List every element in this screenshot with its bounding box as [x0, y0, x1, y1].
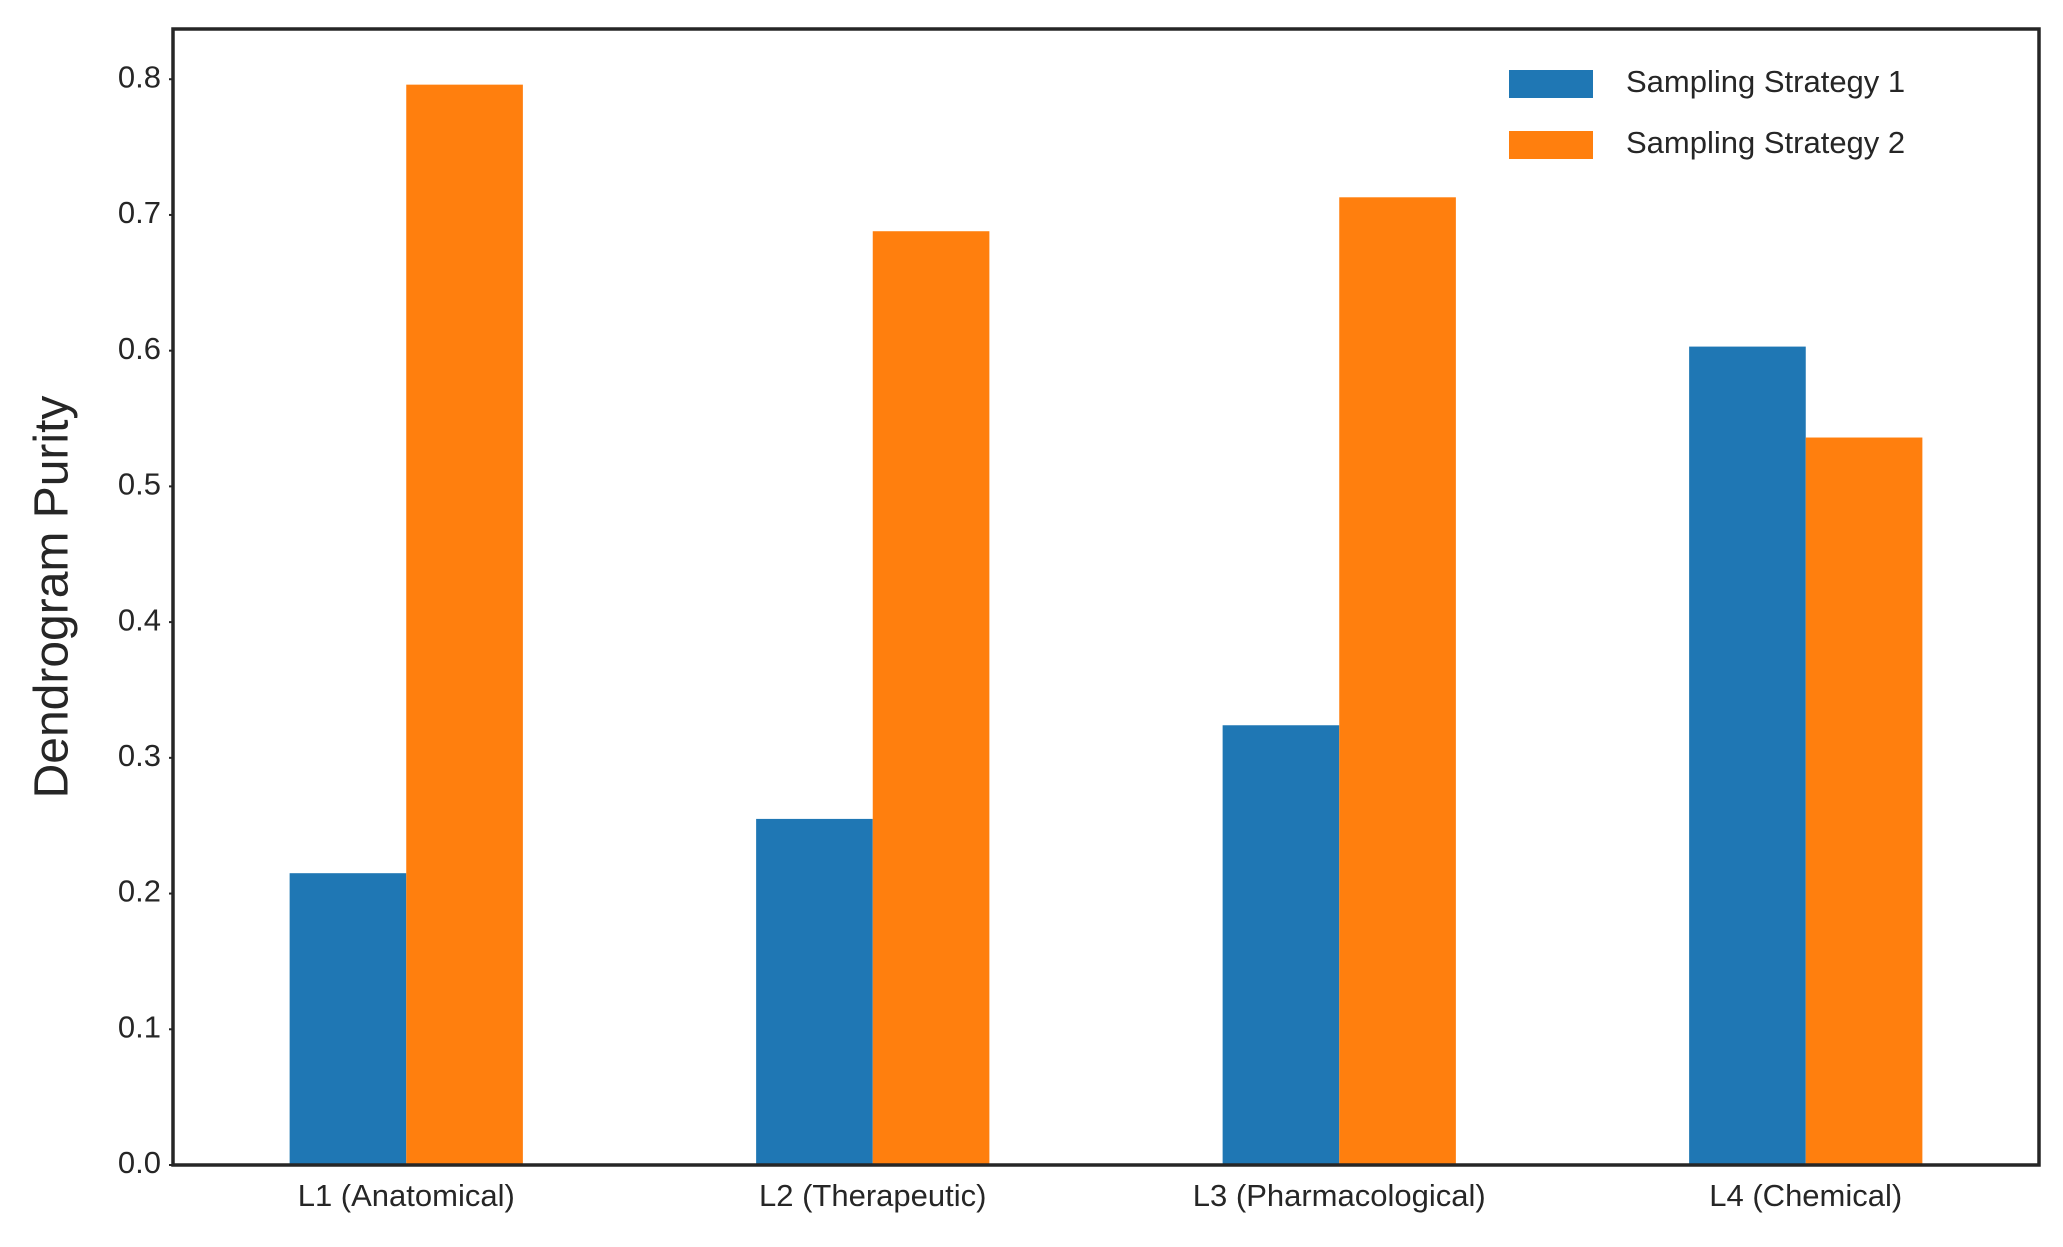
bar — [1689, 346, 1806, 1165]
bar — [289, 873, 407, 1165]
y-tick-label: 0.5 — [118, 467, 161, 502]
y-tick-label: 0.3 — [118, 738, 161, 773]
bar — [1222, 725, 1340, 1165]
legend-label: Sampling Strategy 1 — [1626, 64, 1905, 99]
plot-frame — [171, 27, 2041, 1167]
y-tick-label: 0.6 — [118, 331, 161, 366]
y-tick-label: 0.1 — [118, 1009, 161, 1044]
bar — [406, 84, 523, 1165]
x-tick-label: L3 (Pharmacological) — [1193, 1178, 1486, 1213]
y-tick-label: 0.0 — [118, 1145, 161, 1180]
x-tick-label: L2 (Therapeutic) — [759, 1178, 986, 1213]
legend-swatch — [1509, 70, 1593, 98]
y-tick-label: 0.2 — [118, 874, 161, 909]
y-axis-label: Dendrogram Purity — [26, 396, 79, 799]
y-tick-label: 0.4 — [118, 602, 161, 637]
bar — [1339, 197, 1456, 1166]
x-tick-label: L1 (Anatomical) — [298, 1178, 515, 1213]
x-tick-label: L4 (Chemical) — [1709, 1178, 1902, 1213]
y-tick-label: 0.8 — [118, 59, 161, 94]
legend-label: Sampling Strategy 2 — [1626, 125, 1905, 160]
bar — [756, 818, 873, 1165]
bar — [1805, 437, 1923, 1165]
legend-swatch — [1509, 131, 1593, 159]
bar — [872, 231, 990, 1166]
y-tick-label: 0.7 — [118, 195, 161, 230]
